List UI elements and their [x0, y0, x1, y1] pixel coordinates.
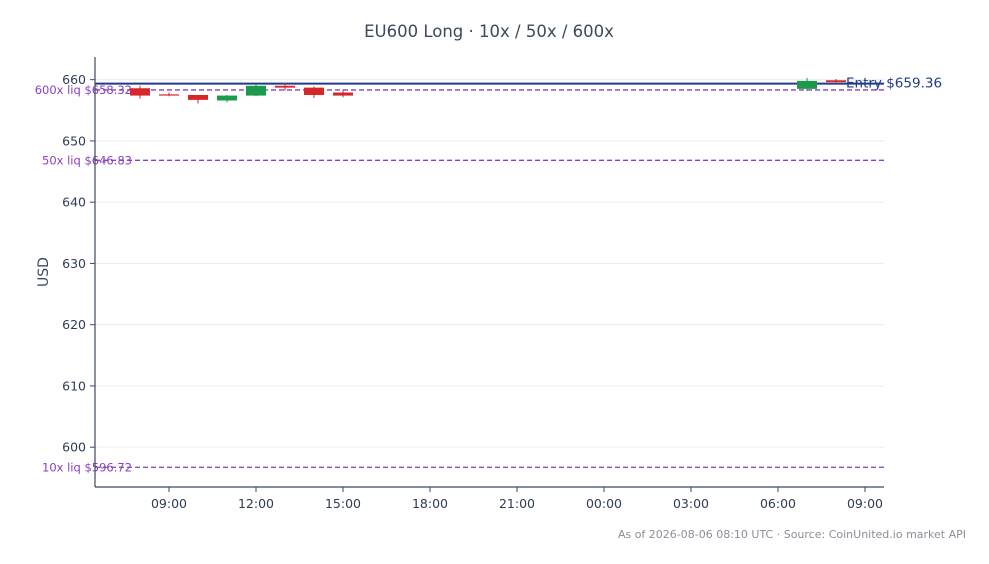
candle-body — [797, 80, 817, 89]
x-tick-label: 15:00 — [325, 496, 361, 511]
y-tick-label: 660 — [62, 72, 86, 87]
candle — [217, 94, 237, 103]
candle-body — [826, 80, 846, 83]
liquidation-label: 10x liq $596.72 — [42, 460, 132, 474]
candle-body — [275, 85, 295, 88]
entry-label: Entry $659.36 — [846, 76, 942, 92]
x-tick-label: 00:00 — [586, 496, 622, 511]
x-tick-label: 18:00 — [412, 496, 448, 511]
y-axis-label: USD — [36, 257, 52, 287]
y-tick-label: 640 — [62, 195, 86, 210]
candle — [130, 85, 150, 99]
candle-body — [304, 87, 324, 95]
candles — [130, 77, 846, 104]
y-tick-label: 620 — [62, 317, 86, 332]
liquidation-lines: 600x liq $658.32 50x liq $646.83 10x liq $… — [35, 83, 884, 474]
x-tick-label: 12:00 — [238, 496, 274, 511]
candle — [797, 77, 817, 92]
x-tick-label: 06:00 — [760, 496, 796, 511]
candle — [275, 82, 295, 91]
grid — [95, 79, 884, 448]
candle — [246, 83, 266, 97]
candle — [826, 79, 846, 84]
candle-body — [188, 94, 208, 100]
y-tick-label: 650 — [62, 133, 86, 148]
x-tick-label: 09:00 — [847, 496, 883, 511]
y-tick-label: 630 — [62, 256, 86, 271]
axes: 600 610 620 630 640 650 660 09:00 12:00 15:00 18:0… — [62, 57, 884, 511]
y-tick-label: 610 — [62, 378, 86, 393]
entry-line: Entry $659.36 — [95, 76, 942, 92]
liquidation-label: 600x liq $658.32 — [35, 83, 132, 97]
x-tick-label: 09:00 — [151, 496, 187, 511]
candle — [188, 94, 208, 104]
candle — [333, 89, 353, 98]
candle — [159, 92, 179, 97]
candle — [304, 86, 324, 99]
liquidation-label: 50x liq $646.83 — [42, 153, 132, 167]
candle-body — [130, 88, 150, 96]
chart-title: EU600 Long · 10x / 50x / 600x — [364, 22, 614, 41]
candle-body — [217, 95, 237, 101]
candle-body — [246, 85, 266, 96]
candle-body — [159, 94, 179, 96]
y-tick-label: 600 — [62, 440, 86, 455]
x-tick-label: 03:00 — [673, 496, 709, 511]
footer-note: As of 2026-08-06 08:10 UTC · Source: Coi… — [618, 528, 966, 541]
x-tick-label: 21:00 — [499, 496, 535, 511]
candle-body — [333, 92, 353, 96]
